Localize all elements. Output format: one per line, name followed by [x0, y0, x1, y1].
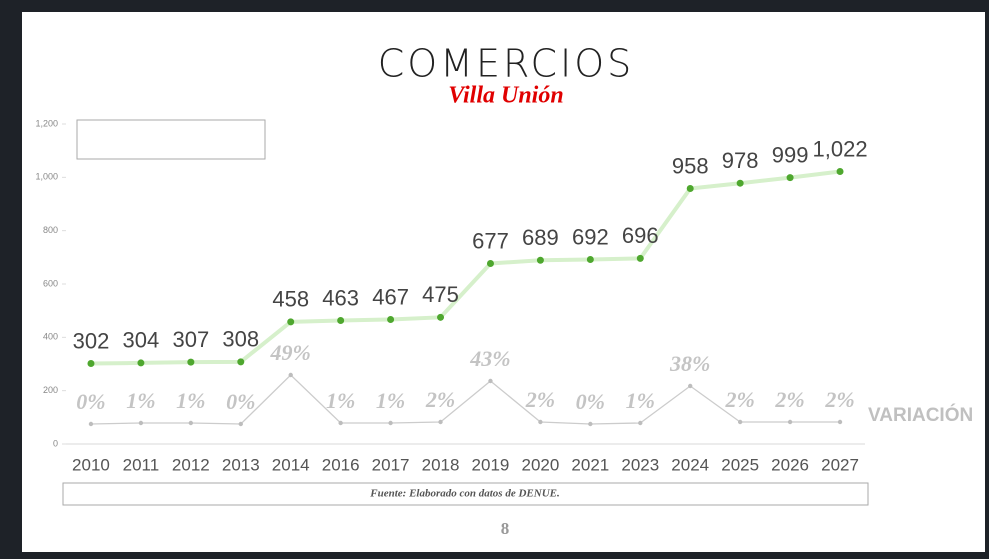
point [787, 419, 793, 425]
x-tick-label: 2017 [372, 455, 410, 474]
chart-subtitle: Villa Unión [448, 83, 563, 109]
x-tick-label: 2023 [621, 455, 659, 474]
point [138, 420, 144, 426]
x-tick-label: 2019 [472, 455, 510, 474]
point [187, 358, 195, 366]
data-label: 692 [572, 224, 609, 249]
data-label: 2% [824, 387, 854, 412]
point [836, 167, 844, 175]
point [486, 259, 494, 267]
data-label: 696 [622, 223, 659, 248]
data-label: 0% [576, 389, 605, 414]
point [87, 359, 95, 367]
point [438, 419, 443, 425]
data-label: 2% [724, 387, 754, 412]
page-number: 8 [501, 519, 510, 538]
legend-box [76, 119, 266, 160]
data-label: 43% [469, 346, 510, 371]
point [88, 421, 94, 427]
point [636, 254, 644, 262]
point [288, 372, 293, 378]
y-tick-label: 200 [43, 385, 58, 395]
data-label: 0% [226, 389, 255, 414]
x-tick-label: 2013 [222, 455, 260, 474]
point [387, 315, 395, 323]
data-label: 1% [126, 388, 155, 413]
data-label: 2% [525, 387, 555, 412]
data-label: 999 [772, 142, 809, 167]
point [337, 317, 345, 325]
point [287, 318, 295, 326]
point [786, 174, 794, 182]
y-tick-label: 1,000 [35, 172, 58, 182]
data-label: 463 [322, 285, 359, 310]
x-tick-label: 2012 [172, 455, 210, 474]
data-label: 302 [73, 328, 110, 353]
x-tick-label: 2018 [422, 455, 460, 474]
x-tick-label: 2011 [123, 455, 160, 474]
data-label: 458 [272, 287, 309, 312]
point [737, 419, 743, 425]
data-label: 1% [376, 388, 405, 413]
point [837, 419, 843, 425]
data-label: 958 [672, 153, 709, 178]
point [437, 313, 445, 321]
point [538, 419, 543, 425]
point [388, 420, 393, 426]
data-label: 978 [722, 148, 759, 173]
x-tick-label: 2025 [721, 455, 759, 474]
series-label: VARIACIÓN [868, 404, 973, 426]
series-line [90, 374, 841, 425]
point [238, 421, 243, 427]
x-tick-label: 2027 [821, 455, 859, 474]
x-tick-label: 2020 [521, 455, 559, 474]
data-label: 677 [472, 228, 509, 253]
data-label: 307 [172, 327, 209, 352]
point [188, 420, 194, 426]
point [736, 179, 744, 187]
data-label: 0% [76, 389, 105, 414]
slide-background [22, 12, 985, 552]
x-tick-label: 2026 [771, 455, 809, 474]
x-tick-label: 2021 [571, 455, 609, 474]
data-label: 1% [326, 388, 355, 413]
chart-title: COMERCIOS [378, 42, 635, 86]
data-label: 38% [669, 351, 710, 376]
data-label: 2% [774, 387, 804, 412]
source-note: Fuente: Elaborado con datos de DENUE. [369, 488, 559, 500]
data-label: 1,022 [813, 136, 868, 161]
x-tick-label: 2014 [272, 455, 310, 474]
point [488, 378, 493, 384]
point [586, 255, 594, 263]
point [137, 359, 145, 367]
source-box [62, 482, 869, 506]
point [338, 420, 343, 426]
point [638, 420, 643, 426]
point [688, 383, 693, 389]
y-tick-label: 400 [43, 332, 58, 342]
x-tick-label: 2016 [322, 455, 360, 474]
data-label: 49% [270, 340, 311, 365]
x-tick-label: 2024 [671, 455, 709, 474]
data-label: 2% [425, 387, 455, 412]
data-label: 304 [123, 328, 160, 353]
y-tick-label: 800 [43, 225, 58, 235]
x-tick-label: 2010 [72, 455, 110, 474]
data-label: 689 [522, 225, 559, 250]
data-label: 308 [222, 327, 259, 352]
y-tick-label: 1,200 [35, 118, 58, 128]
point [588, 421, 593, 427]
series-line [90, 169, 841, 366]
data-label: 467 [372, 284, 409, 309]
data-label: 1% [626, 388, 655, 413]
point [686, 185, 694, 193]
y-tick-label: 600 [43, 278, 58, 288]
point [237, 358, 245, 366]
data-label: 1% [176, 388, 205, 413]
point [536, 256, 544, 264]
y-tick-label: 0 [53, 438, 58, 448]
data-label: 475 [422, 282, 459, 307]
